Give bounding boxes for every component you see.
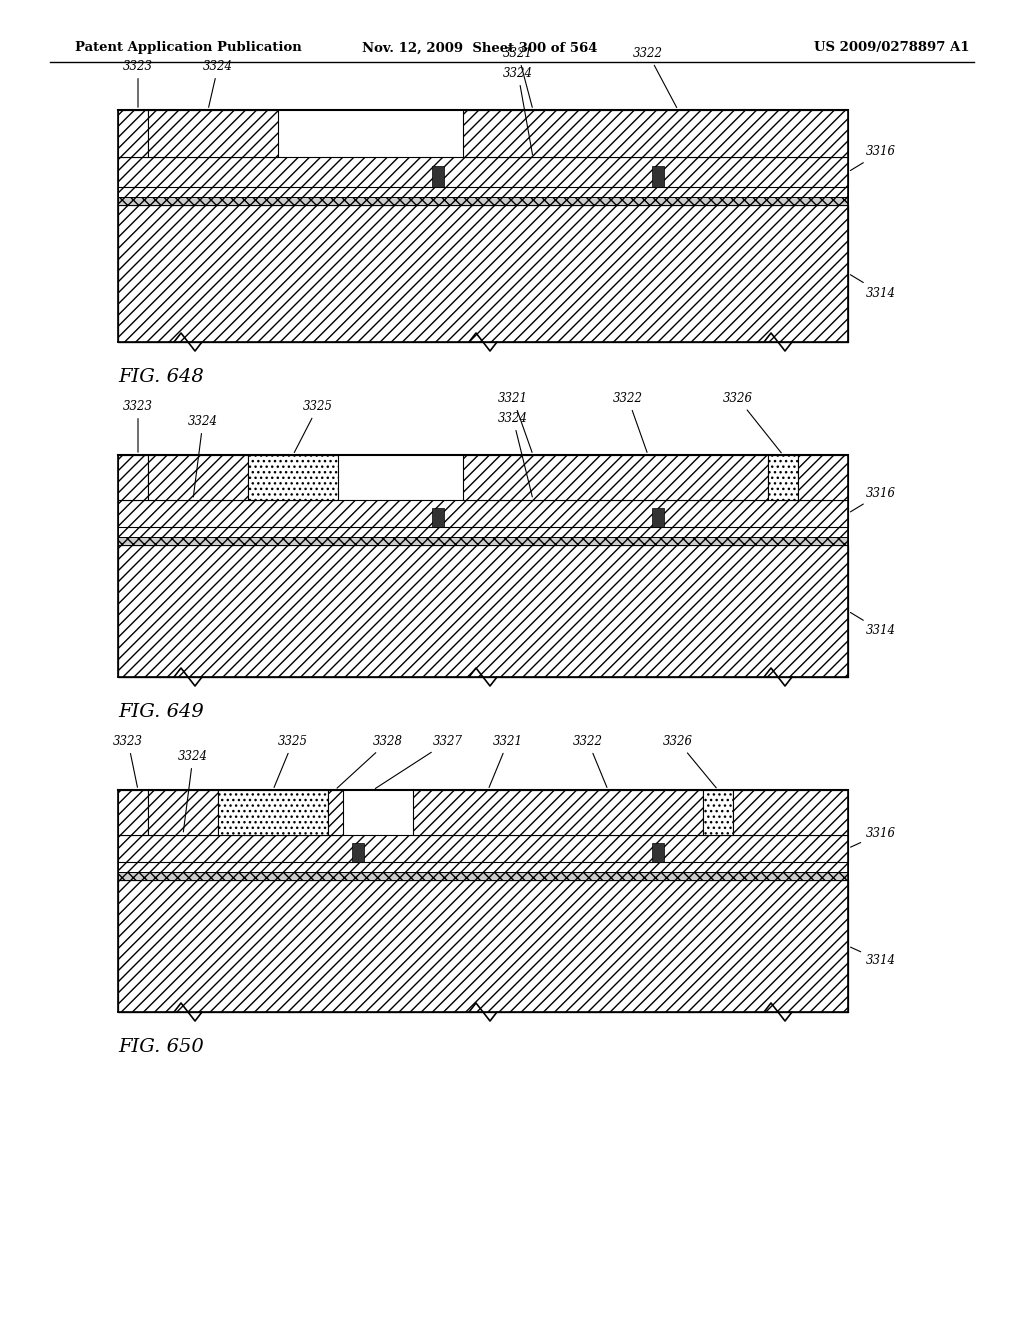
Text: 3325: 3325 bbox=[294, 400, 333, 453]
Bar bbox=[148, 110, 278, 157]
Text: 3321: 3321 bbox=[498, 392, 532, 453]
Text: FIG. 650: FIG. 650 bbox=[118, 1038, 204, 1056]
Bar bbox=[328, 789, 343, 834]
Bar bbox=[218, 789, 328, 834]
Text: 3325: 3325 bbox=[274, 735, 308, 788]
Bar bbox=[798, 455, 848, 500]
Text: FIG. 649: FIG. 649 bbox=[118, 704, 204, 721]
Text: Nov. 12, 2009  Sheet 300 of 564: Nov. 12, 2009 Sheet 300 of 564 bbox=[362, 41, 598, 54]
Bar bbox=[118, 873, 848, 880]
Text: 3323: 3323 bbox=[113, 735, 143, 787]
Text: 3328: 3328 bbox=[337, 735, 403, 788]
Bar bbox=[118, 862, 848, 873]
Bar bbox=[703, 789, 733, 834]
Bar bbox=[118, 545, 848, 677]
Text: 3314: 3314 bbox=[850, 275, 896, 300]
Text: 3314: 3314 bbox=[851, 948, 896, 968]
Text: 3324: 3324 bbox=[178, 750, 208, 832]
Text: 3323: 3323 bbox=[123, 400, 153, 453]
Text: FIG. 648: FIG. 648 bbox=[118, 368, 204, 385]
Text: 3323: 3323 bbox=[123, 59, 153, 107]
Bar bbox=[118, 157, 848, 186]
Bar bbox=[118, 527, 848, 537]
Text: 3324: 3324 bbox=[188, 414, 218, 496]
Bar bbox=[148, 455, 248, 500]
Bar bbox=[118, 500, 848, 527]
Text: 3324: 3324 bbox=[498, 412, 532, 496]
Text: 3321: 3321 bbox=[503, 48, 534, 107]
Text: 3316: 3316 bbox=[851, 826, 896, 847]
Text: 3322: 3322 bbox=[573, 735, 607, 788]
Bar bbox=[118, 537, 848, 545]
Text: 3324: 3324 bbox=[203, 59, 233, 107]
Text: 3321: 3321 bbox=[489, 735, 523, 788]
Bar bbox=[352, 843, 364, 862]
Bar bbox=[148, 789, 218, 834]
Bar bbox=[652, 166, 664, 186]
Bar bbox=[118, 455, 148, 500]
Bar bbox=[413, 789, 703, 834]
Text: 3316: 3316 bbox=[850, 487, 896, 512]
Text: 3314: 3314 bbox=[850, 612, 896, 638]
Bar bbox=[652, 508, 664, 527]
Bar bbox=[118, 205, 848, 342]
Text: 3324: 3324 bbox=[503, 67, 534, 154]
Bar bbox=[118, 197, 848, 205]
Bar bbox=[118, 789, 148, 834]
Text: 3322: 3322 bbox=[633, 48, 677, 107]
Text: Patent Application Publication: Patent Application Publication bbox=[75, 41, 302, 54]
Text: 3326: 3326 bbox=[723, 392, 781, 453]
Bar bbox=[118, 880, 848, 1012]
Bar bbox=[118, 110, 148, 157]
Text: 3322: 3322 bbox=[613, 392, 647, 453]
Bar bbox=[118, 834, 848, 862]
Bar bbox=[768, 455, 798, 500]
Bar bbox=[432, 166, 444, 186]
Text: 3326: 3326 bbox=[663, 735, 716, 788]
Bar bbox=[733, 789, 848, 834]
Bar bbox=[432, 508, 444, 527]
Bar bbox=[652, 843, 664, 862]
Bar bbox=[118, 186, 848, 197]
Bar bbox=[463, 110, 848, 157]
Bar bbox=[248, 455, 338, 500]
Text: 3316: 3316 bbox=[850, 145, 896, 170]
Text: US 2009/0278897 A1: US 2009/0278897 A1 bbox=[814, 41, 970, 54]
Text: 3327: 3327 bbox=[376, 735, 463, 788]
Bar bbox=[463, 455, 768, 500]
